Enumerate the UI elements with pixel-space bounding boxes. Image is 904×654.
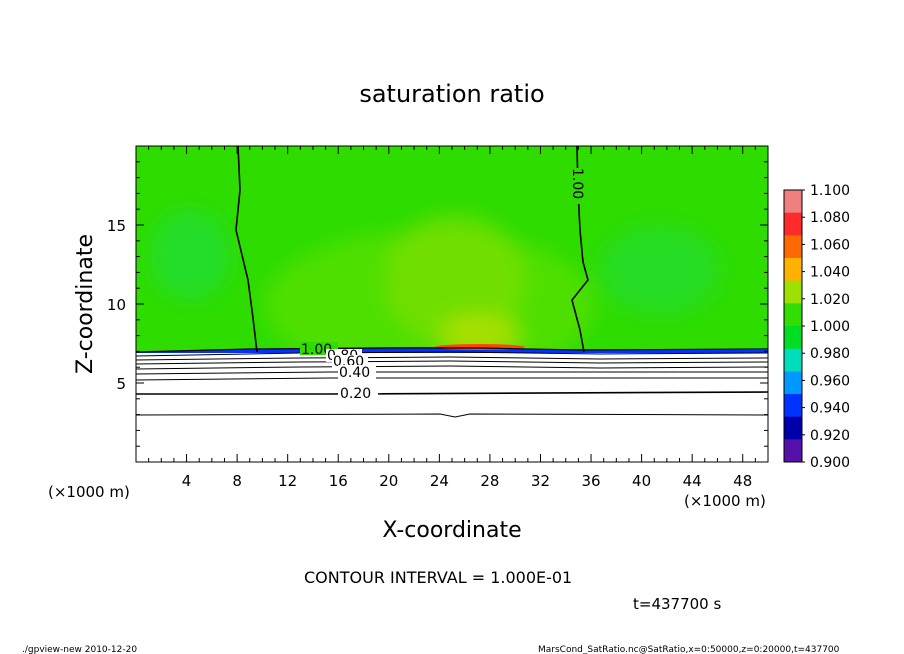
x-tick-label: 24	[430, 472, 449, 490]
colorbar-label: 0.900	[810, 455, 850, 471]
footer-right: MarsCond_SatRatio.nc@SatRatio,x=0:50000,…	[538, 645, 840, 654]
z-tick-label: 15	[107, 217, 126, 235]
x-tick-label: 20	[379, 472, 398, 490]
x-axis-label: X-coordinate	[382, 518, 521, 543]
x-tick-label: 36	[581, 472, 600, 490]
field-variation	[150, 210, 720, 380]
colorbar-swatch	[784, 348, 802, 372]
colorbar-label: 1.060	[810, 237, 850, 253]
colorbar-swatch	[784, 258, 802, 282]
colorbar-swatch	[784, 371, 802, 395]
colorbar-swatch	[784, 303, 802, 327]
x-tick-label: 28	[480, 472, 499, 490]
colorbar-label: 0.980	[810, 346, 850, 362]
colorbar-swatch	[784, 280, 802, 304]
colorbar-label: 1.100	[810, 183, 850, 199]
colorbar-label: 0.940	[810, 401, 850, 417]
colorbar-swatch	[784, 439, 802, 463]
z-tick-label: 10	[107, 296, 126, 314]
x-tick-label: 48	[733, 472, 752, 490]
x-tick-label: 12	[278, 472, 297, 490]
colorbar-label: 1.040	[810, 265, 850, 281]
colorbar-label: 0.920	[810, 428, 850, 444]
x-tick-label: 32	[531, 472, 550, 490]
x-unit-left: (×1000 m)	[48, 483, 130, 501]
colorbar-label: 1.020	[810, 292, 850, 308]
colorbar-swatch	[784, 394, 802, 418]
colorbar-swatch	[784, 326, 802, 350]
ground-region	[136, 353, 768, 462]
x-tick-label: 16	[329, 472, 348, 490]
z-tick-label: 5	[116, 375, 126, 393]
colorbar-swatch	[784, 212, 802, 236]
colorbar-swatch	[784, 190, 802, 214]
colorbar-label: 0.960	[810, 373, 850, 389]
x-tick-label: 8	[232, 472, 242, 490]
chart-title: saturation ratio	[359, 80, 544, 108]
y-axis-label: Z-coordinate	[73, 234, 98, 374]
colorbar: 1.100 1.080 1.060 1.040 1.020 1.000 0.980 0.960…	[783, 183, 850, 471]
z-axis: 5 10 15	[107, 145, 768, 463]
colorbar-swatch	[784, 235, 802, 259]
x-unit-right: (×1000 m)	[684, 492, 766, 510]
colorbar-label: 1.000	[810, 319, 850, 335]
contour-lines	[136, 146, 768, 418]
contour-label-surface: 1.00	[301, 342, 332, 358]
contour-100-left	[235, 146, 258, 353]
time-label: t=437700 s	[633, 595, 721, 613]
contour-interval-text: CONTOUR INTERVAL = 1.000E-01	[304, 568, 572, 587]
x-tick-label: 40	[632, 472, 651, 490]
x-tick-label: 44	[683, 472, 702, 490]
contour-label-020: 0.20	[340, 386, 371, 402]
contour-label-top: 1.00	[569, 168, 585, 199]
contour-label-040: 0.40	[339, 365, 370, 381]
plot-area: 1.00 1.00 0.80 0.60 0.40 0.20	[136, 146, 768, 462]
contour-labels: 1.00 1.00 0.80 0.60 0.40 0.20	[300, 168, 589, 402]
colorbar-swatch	[784, 416, 802, 440]
x-axis: 4 8 12 16 20 24 28 32 36 40 44 48	[135, 146, 769, 490]
x-tick-label: 4	[182, 472, 192, 490]
colorbar-label: 1.080	[810, 210, 850, 226]
footer-left: ./gpview-new 2010-12-20	[22, 645, 137, 654]
